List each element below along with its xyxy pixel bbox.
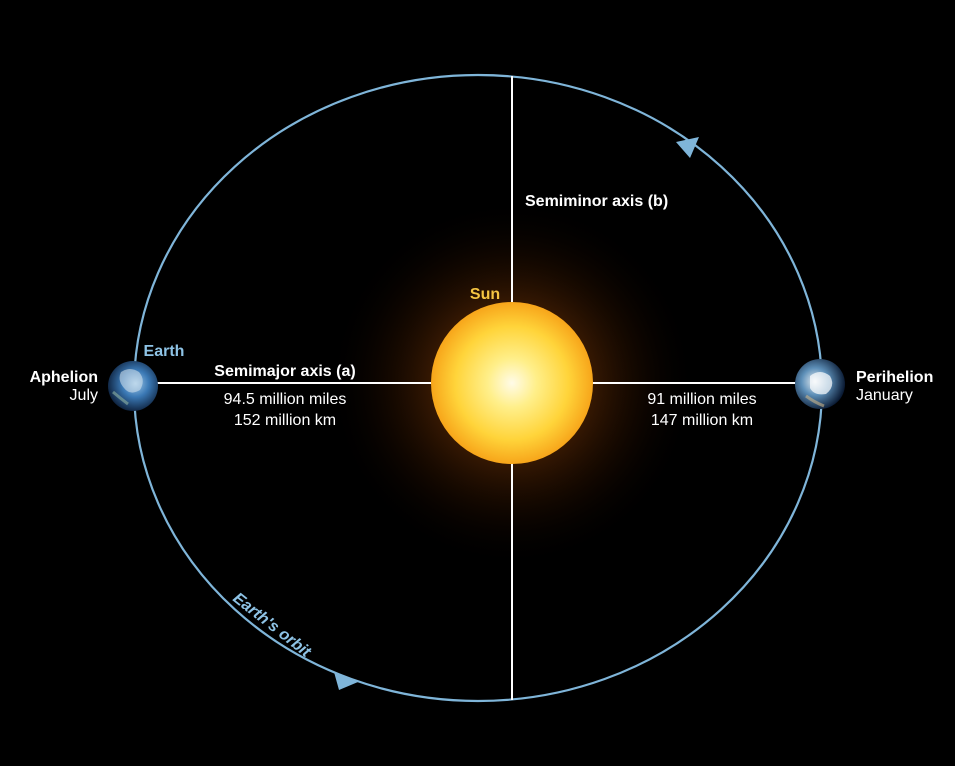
aphelion-label: Aphelion [30,369,98,386]
perihelion-distance-km: 147 million km [651,412,753,429]
perihelion-label: Perihelion [856,369,933,386]
perihelion-distance-miles: 91 million miles [647,391,756,408]
aphelion-distance-km: 152 million km [234,412,336,429]
orbit-arrow-top-icon [676,137,699,158]
earth-orbit-label: Earth's orbit [230,590,315,661]
aphelion-month: July [70,387,98,404]
sun-icon [431,302,593,464]
earth-label: Earth [144,343,185,360]
orbit-arrow-bottom-icon [334,672,358,690]
semimajor-axis-label: Semimajor axis (a) [214,363,355,380]
earth-aphelion-icon [108,361,158,411]
semiminor-axis-label: Semiminor axis (b) [525,193,668,210]
aphelion-distance-miles: 94.5 million miles [224,391,347,408]
perihelion-month: January [856,387,913,404]
earth-perihelion-icon [795,359,845,409]
sun-label: Sun [470,286,500,303]
